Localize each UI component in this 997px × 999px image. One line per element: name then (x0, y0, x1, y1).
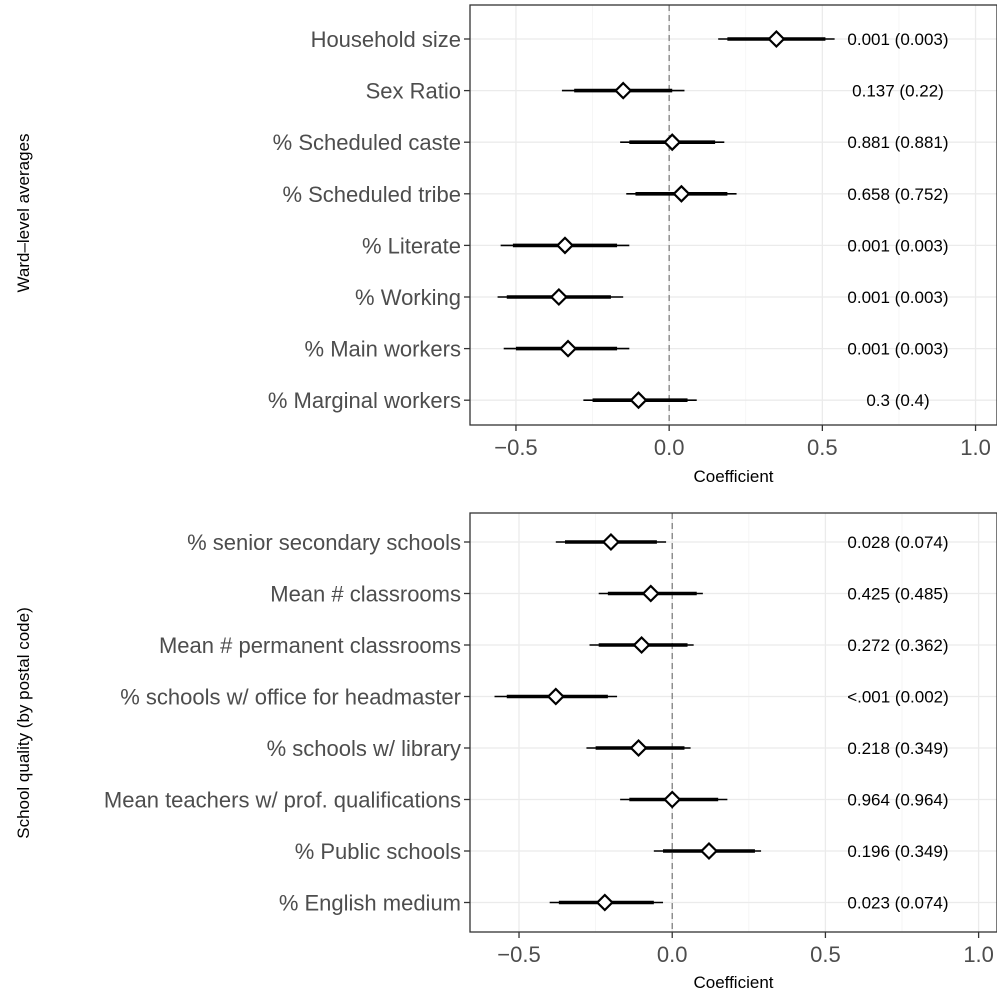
x-tick-label: 0.0 (654, 435, 685, 460)
y-axis-title: School quality (by postal code) (14, 607, 33, 839)
pvalue-label: 0.425 (0.485) (847, 585, 948, 604)
pvalue-label: 0.658 (0.752) (847, 185, 948, 204)
x-tick-label: 1.0 (963, 942, 994, 967)
y-tick-label: % Scheduled tribe (282, 182, 461, 207)
y-tick-label: % Literate (362, 233, 461, 258)
x-axis-title: Coefficient (693, 467, 773, 486)
x-tick-label: 0.0 (657, 942, 688, 967)
panel-border (469, 4, 997, 426)
pvalue-label: 0.3 (0.4) (866, 391, 929, 410)
pvalue-label: 0.028 (0.074) (847, 533, 948, 552)
estimate-point (601, 532, 620, 552)
pvalue-label: <.001 (0.002) (847, 688, 949, 707)
y-tick-label: Household size (311, 27, 461, 52)
x-tick-label: 1.0 (960, 435, 991, 460)
x-tick-label: 0.5 (807, 435, 838, 460)
pvalue-label: 0.001 (0.003) (847, 30, 948, 49)
pvalue-label: 0.196 (0.349) (847, 842, 948, 861)
y-tick-label: % schools w/ library (267, 736, 461, 761)
y-tick-label: Mean # classrooms (270, 582, 461, 607)
y-tick-label: Mean # permanent classrooms (159, 633, 461, 658)
y-tick-label: % Working (355, 285, 461, 310)
pvalue-label: 0.023 (0.074) (847, 894, 948, 913)
x-tick-label: −0.5 (494, 435, 537, 460)
estimate-point (672, 184, 691, 203)
estimate-point (614, 81, 633, 100)
pvalue-label: 0.137 (0.22) (852, 82, 944, 101)
panel-border (469, 512, 997, 933)
pvalue-label: 0.001 (0.003) (847, 236, 948, 255)
pvalue-label: 0.001 (0.003) (847, 340, 948, 359)
y-tick-label: % senior secondary schools (187, 530, 461, 555)
y-tick-label: Mean teachers w/ prof. qualifications (104, 788, 461, 813)
estimate-point (555, 236, 575, 255)
x-tick-label: 0.5 (810, 942, 841, 967)
estimate-point (629, 391, 648, 410)
estimate-point (546, 687, 565, 706)
estimate-point (663, 133, 682, 152)
panel-2: 0.028 (0.074) % senior secondary schools 0… (14, 512, 997, 992)
y-axis-title: Ward–level averages (14, 133, 33, 292)
pvalue-label: 0.272 (0.362) (847, 636, 948, 655)
pvalue-label: 0.001 (0.003) (847, 288, 948, 307)
y-tick-label: % Main workers (305, 337, 461, 362)
estimate-point (767, 29, 786, 49)
estimate-point (595, 893, 614, 912)
y-tick-label: % schools w/ office for headmaster (120, 685, 461, 710)
pvalue-label: 0.881 (0.881) (847, 133, 948, 152)
x-tick-label: −0.5 (497, 942, 540, 967)
estimate-point (558, 339, 578, 358)
y-tick-label: % Public schools (295, 839, 461, 864)
estimate-point (663, 790, 682, 809)
x-axis-title: Coefficient (693, 973, 773, 992)
estimate-point (641, 584, 660, 603)
pvalue-label: 0.218 (0.349) (847, 739, 948, 758)
estimate-point (629, 738, 648, 758)
y-tick-label: % Marginal workers (268, 388, 461, 413)
estimate-point (549, 287, 568, 307)
pvalue-label: 0.964 (0.964) (847, 791, 948, 810)
y-tick-label: Sex Ratio (366, 79, 461, 104)
panel-1: 0.001 (0.003) Household size 0.137 (0.22) S… (14, 4, 997, 486)
y-tick-label: % Scheduled caste (273, 130, 461, 155)
y-tick-label: % English medium (279, 891, 461, 916)
estimate-point (699, 841, 719, 861)
estimate-point (632, 635, 651, 655)
